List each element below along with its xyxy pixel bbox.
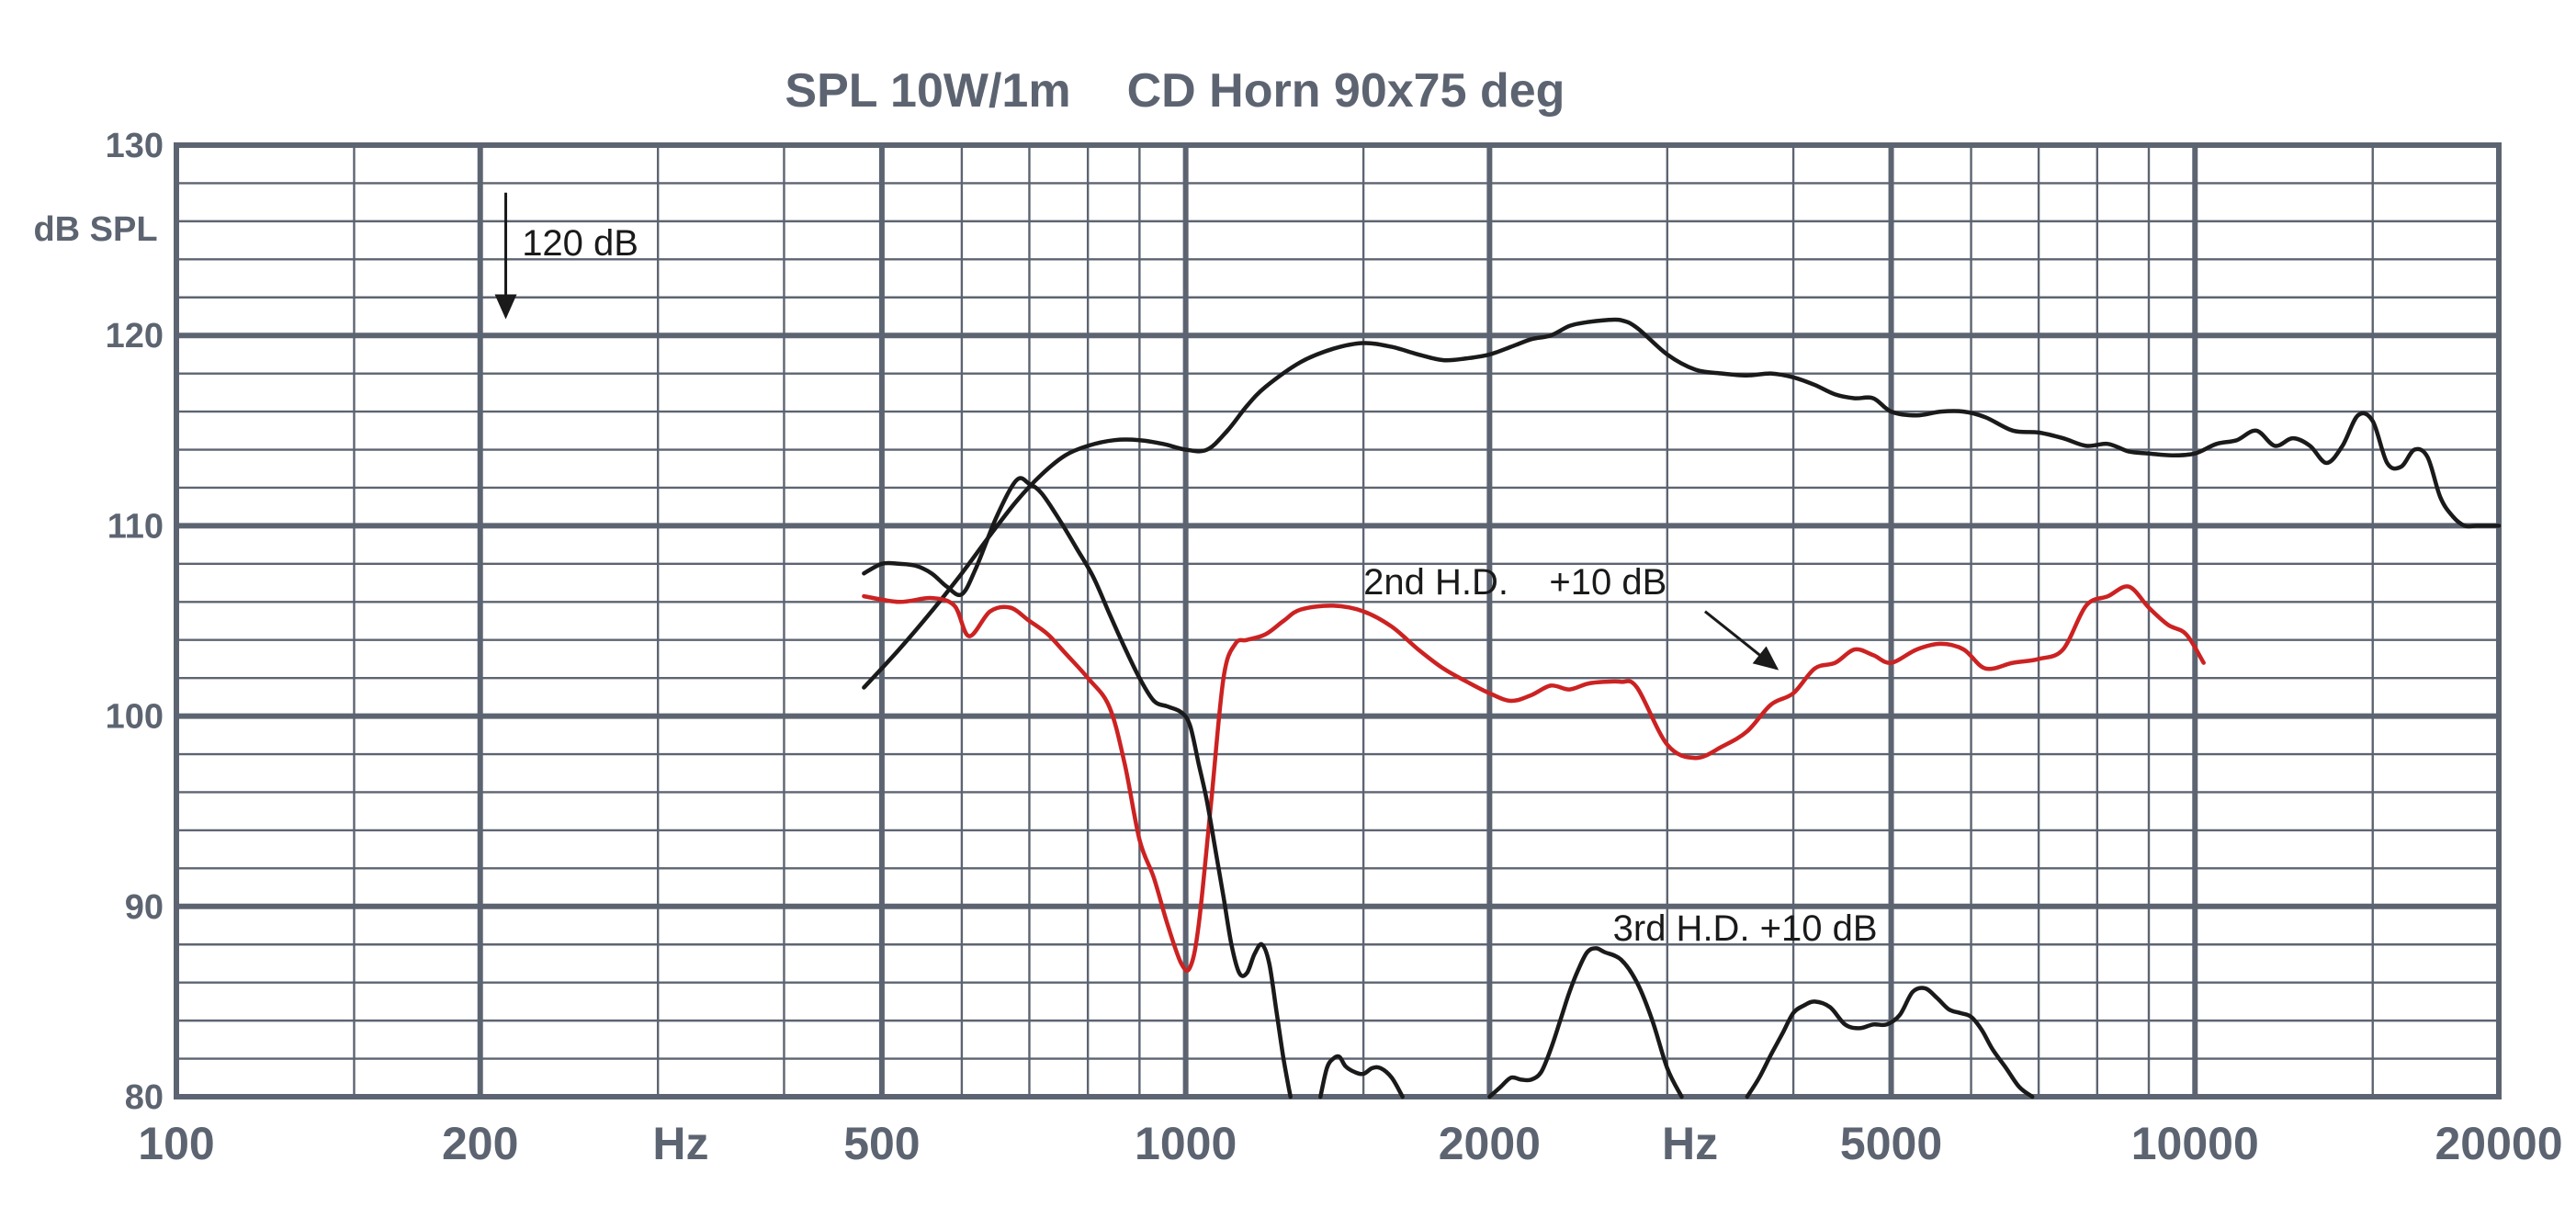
y-axis-label: dB SPL [33, 210, 157, 249]
x-tick-label: 2000 [1439, 1118, 1541, 1169]
y-tick-label: 130 [106, 127, 164, 165]
annotations: 120 dB 2nd H.D. +10 dB 3rd H.D. +10 dB [494, 192, 1878, 949]
annotation-label: 2nd H.D. +10 dB [1363, 562, 1666, 603]
curves [862, 317, 2502, 1099]
series-line-0 [862, 317, 2502, 690]
x-axis-unit-label: Hz [1662, 1118, 1718, 1169]
series-line-4 [1487, 946, 1684, 1099]
x-tick-label: 5000 [1840, 1118, 1942, 1169]
series-line-1 [862, 584, 2206, 974]
x-tick-label: 10000 [2131, 1118, 2259, 1169]
x-tick-label: 1000 [1135, 1118, 1237, 1169]
series-line-2 [862, 476, 1293, 1099]
y-tick-labels: 130 120 110 100 90 80 [106, 127, 164, 1117]
y-tick-label: 100 [106, 698, 164, 737]
x-tick-label: 20000 [2435, 1118, 2562, 1169]
series-line-3 [1318, 1054, 1405, 1099]
grid [174, 142, 2502, 1099]
x-axis-unit-label: Hz [652, 1118, 708, 1169]
annotation-label: 3rd H.D. +10 dB [1613, 908, 1878, 949]
x-tick-label: 200 [442, 1118, 518, 1169]
x-tick-label: 100 [138, 1118, 214, 1169]
y-tick-label: 90 [125, 888, 164, 927]
plot-frame [174, 142, 2502, 1099]
x-tick-labels: 100 200 500 1000 2000 5000 10000 20000 Hz Hz [138, 1118, 2562, 1169]
chart-title: SPL 10W/1m [785, 64, 1070, 118]
y-tick-label: 80 [125, 1078, 164, 1117]
annotation-arrow [1704, 610, 1779, 671]
y-tick-label: 120 [106, 317, 164, 355]
annotation-label: 120 dB [522, 223, 638, 264]
series-line-5 [1745, 986, 2035, 1099]
y-tick-label: 110 [107, 507, 164, 546]
chart-subtitle: CD Horn 90x75 deg [1127, 64, 1565, 118]
x-tick-label: 500 [843, 1118, 920, 1169]
